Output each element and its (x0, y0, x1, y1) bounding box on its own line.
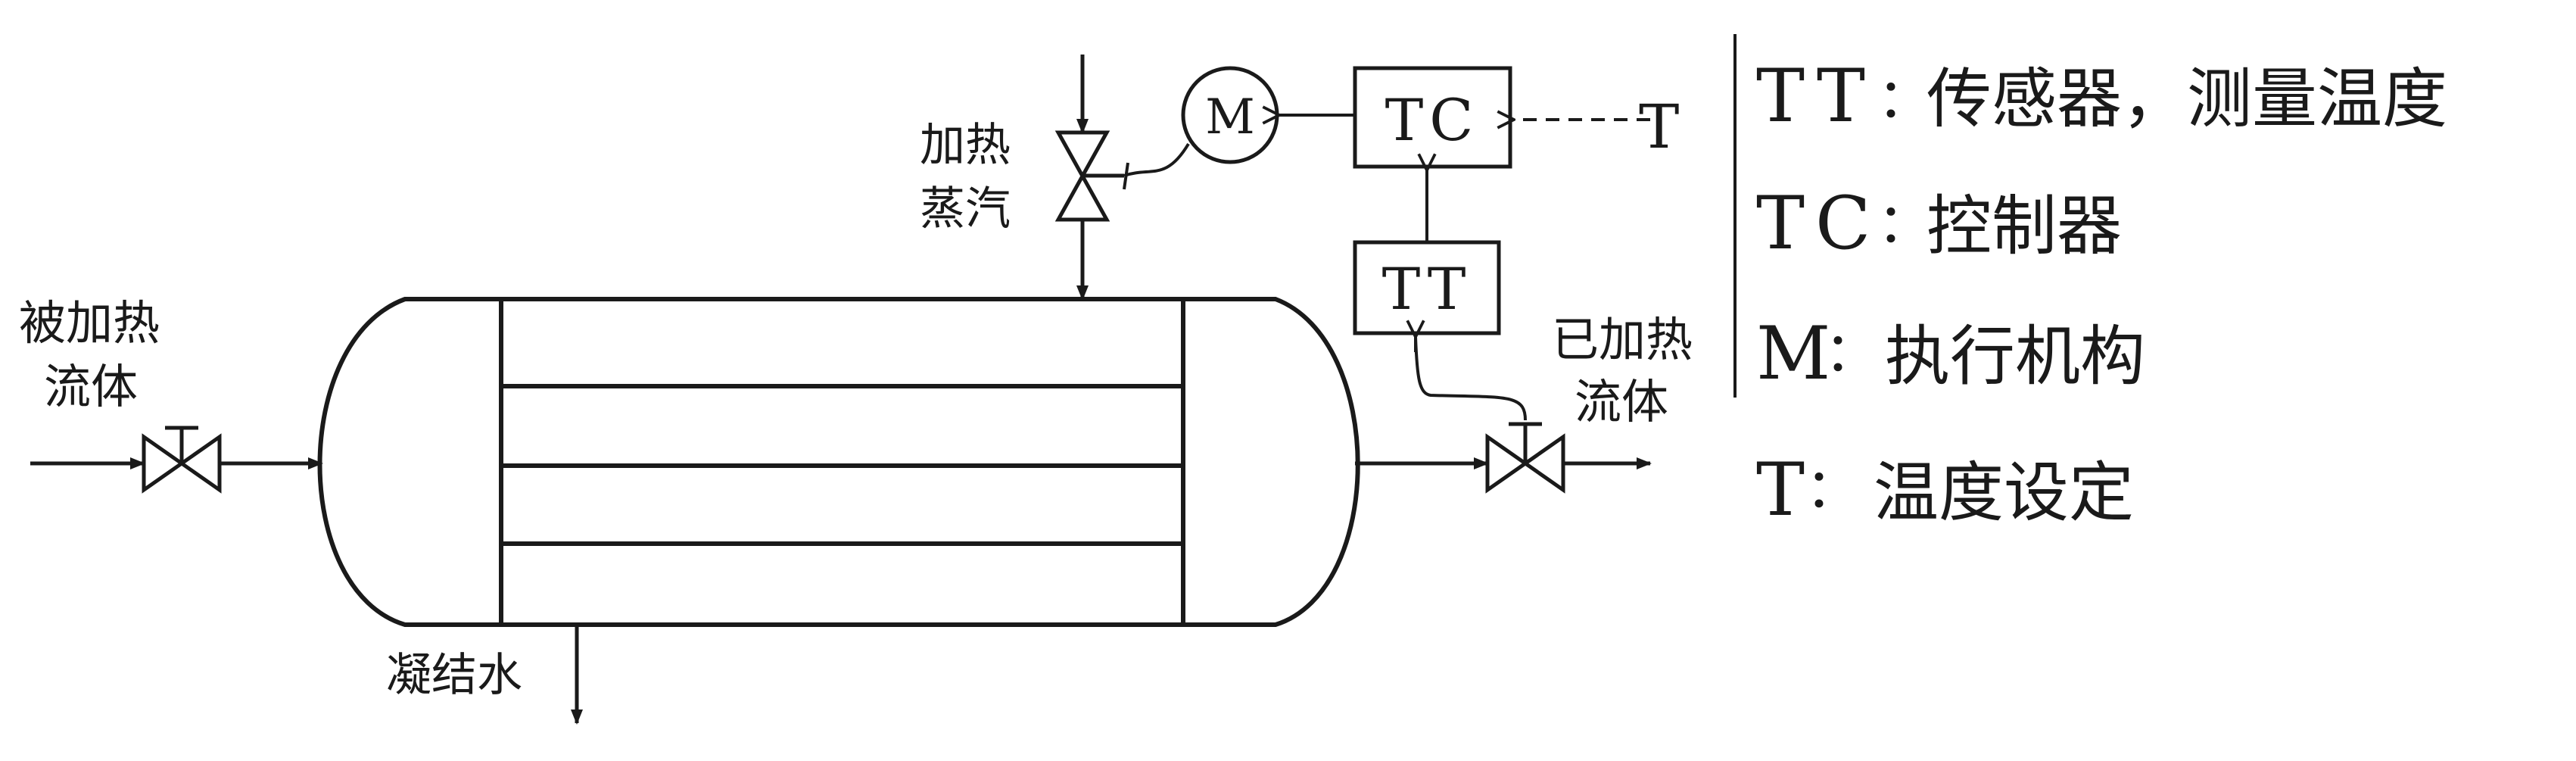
outlet-valve (1485, 422, 1565, 494)
condensate-label: 凝结水 (386, 649, 522, 702)
inlet-fluid-label-line1: 被加热 (19, 295, 160, 351)
legend-item-tt: TT ： 传感器，测量温度 (1756, 54, 2447, 139)
legend-description: 传感器，测量温度 (1927, 61, 2447, 137)
inlet-valve (142, 426, 222, 494)
legend-separator: ： (1805, 457, 1860, 520)
legend-separator: ： (1877, 192, 1932, 255)
legend-item-t: T ： 温度设定 (1756, 448, 2134, 532)
sensor-line (1414, 336, 1527, 421)
motor-signal-link (1123, 142, 1190, 177)
legend-separator: ： (1824, 320, 1879, 384)
motor-label: M (1205, 89, 1255, 145)
setpoint-label: T (1639, 92, 1679, 162)
legend-key: M (1756, 311, 1830, 396)
steam-label-line1: 加热 (920, 119, 1011, 172)
legend-item-m: M ： 执行机构 (1756, 311, 2145, 396)
legend-separator: ： (1877, 67, 1932, 130)
steam-label-line2: 蒸汽 (920, 182, 1011, 235)
legend-key: TC (1756, 181, 1881, 266)
inlet-fluid-label-line2: 流体 (44, 359, 138, 414)
legend-key: T (1756, 448, 1805, 532)
steam-valve (1054, 130, 1124, 222)
legend-description: 温度设定 (1874, 455, 2134, 531)
legend-item-tc: TC ： 控制器 (1756, 181, 2122, 266)
controller-label: TC (1385, 86, 1480, 154)
legend: TT ： 传感器，测量温度 TC ： 控制器 M ： 执行机构 T ： 温度设定 (1756, 54, 2447, 532)
transmitter-label: TT (1382, 255, 1472, 323)
legend-description: 控制器 (1927, 189, 2122, 264)
legend-description: 执行机构 (1885, 319, 2145, 395)
legend-key: TT (1756, 54, 1876, 139)
heat-exchanger (317, 297, 1360, 627)
outlet-fluid-label-line2: 流体 (1575, 374, 1668, 429)
outlet-fluid-label-line1: 已加热 (1552, 312, 1693, 367)
